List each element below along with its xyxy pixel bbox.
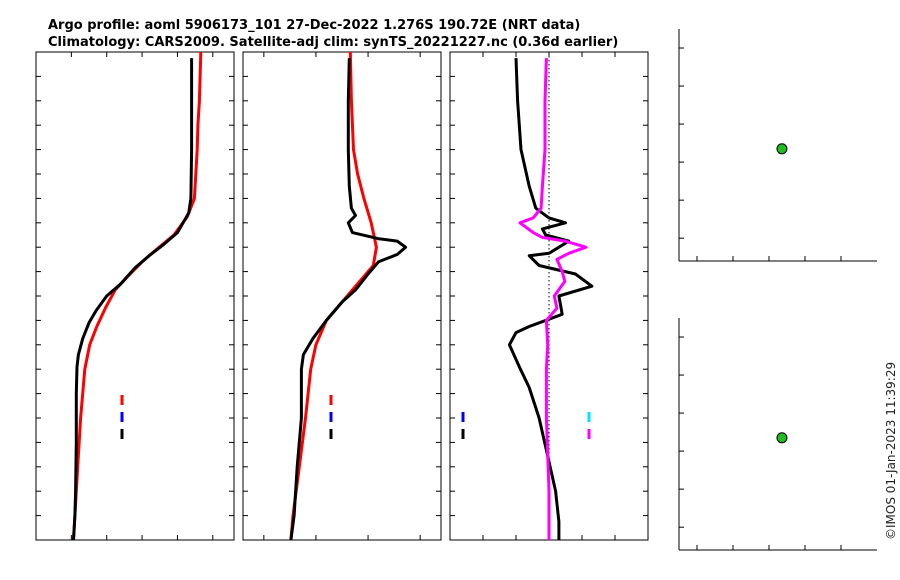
series-line-argo <box>289 58 408 541</box>
difference-panel <box>449 51 649 541</box>
series-line-climatology <box>72 51 203 541</box>
title-line-2: Climatology: CARS2009. Satellite-adj cli… <box>48 35 618 50</box>
sla-panel <box>678 318 877 551</box>
series-line-climatology <box>289 51 378 541</box>
series-line-t-difference-argo- <box>507 58 594 540</box>
series-line-s-difference-argo- <box>518 58 588 540</box>
sst-panel <box>678 29 877 262</box>
title-line-1: Argo profile: aoml 5906173_101 27-Dec-20… <box>48 18 580 33</box>
salinity-panel <box>242 51 442 541</box>
series-line-argo <box>72 58 194 541</box>
temperature-panel <box>35 51 235 541</box>
imos-timestamp: ©IMOS 01-Jan-2023 11:39:29 <box>884 362 898 540</box>
data-point-marker <box>776 432 788 444</box>
plot-frame <box>35 51 235 541</box>
plot-frame <box>242 51 442 541</box>
data-point-marker <box>776 143 788 155</box>
